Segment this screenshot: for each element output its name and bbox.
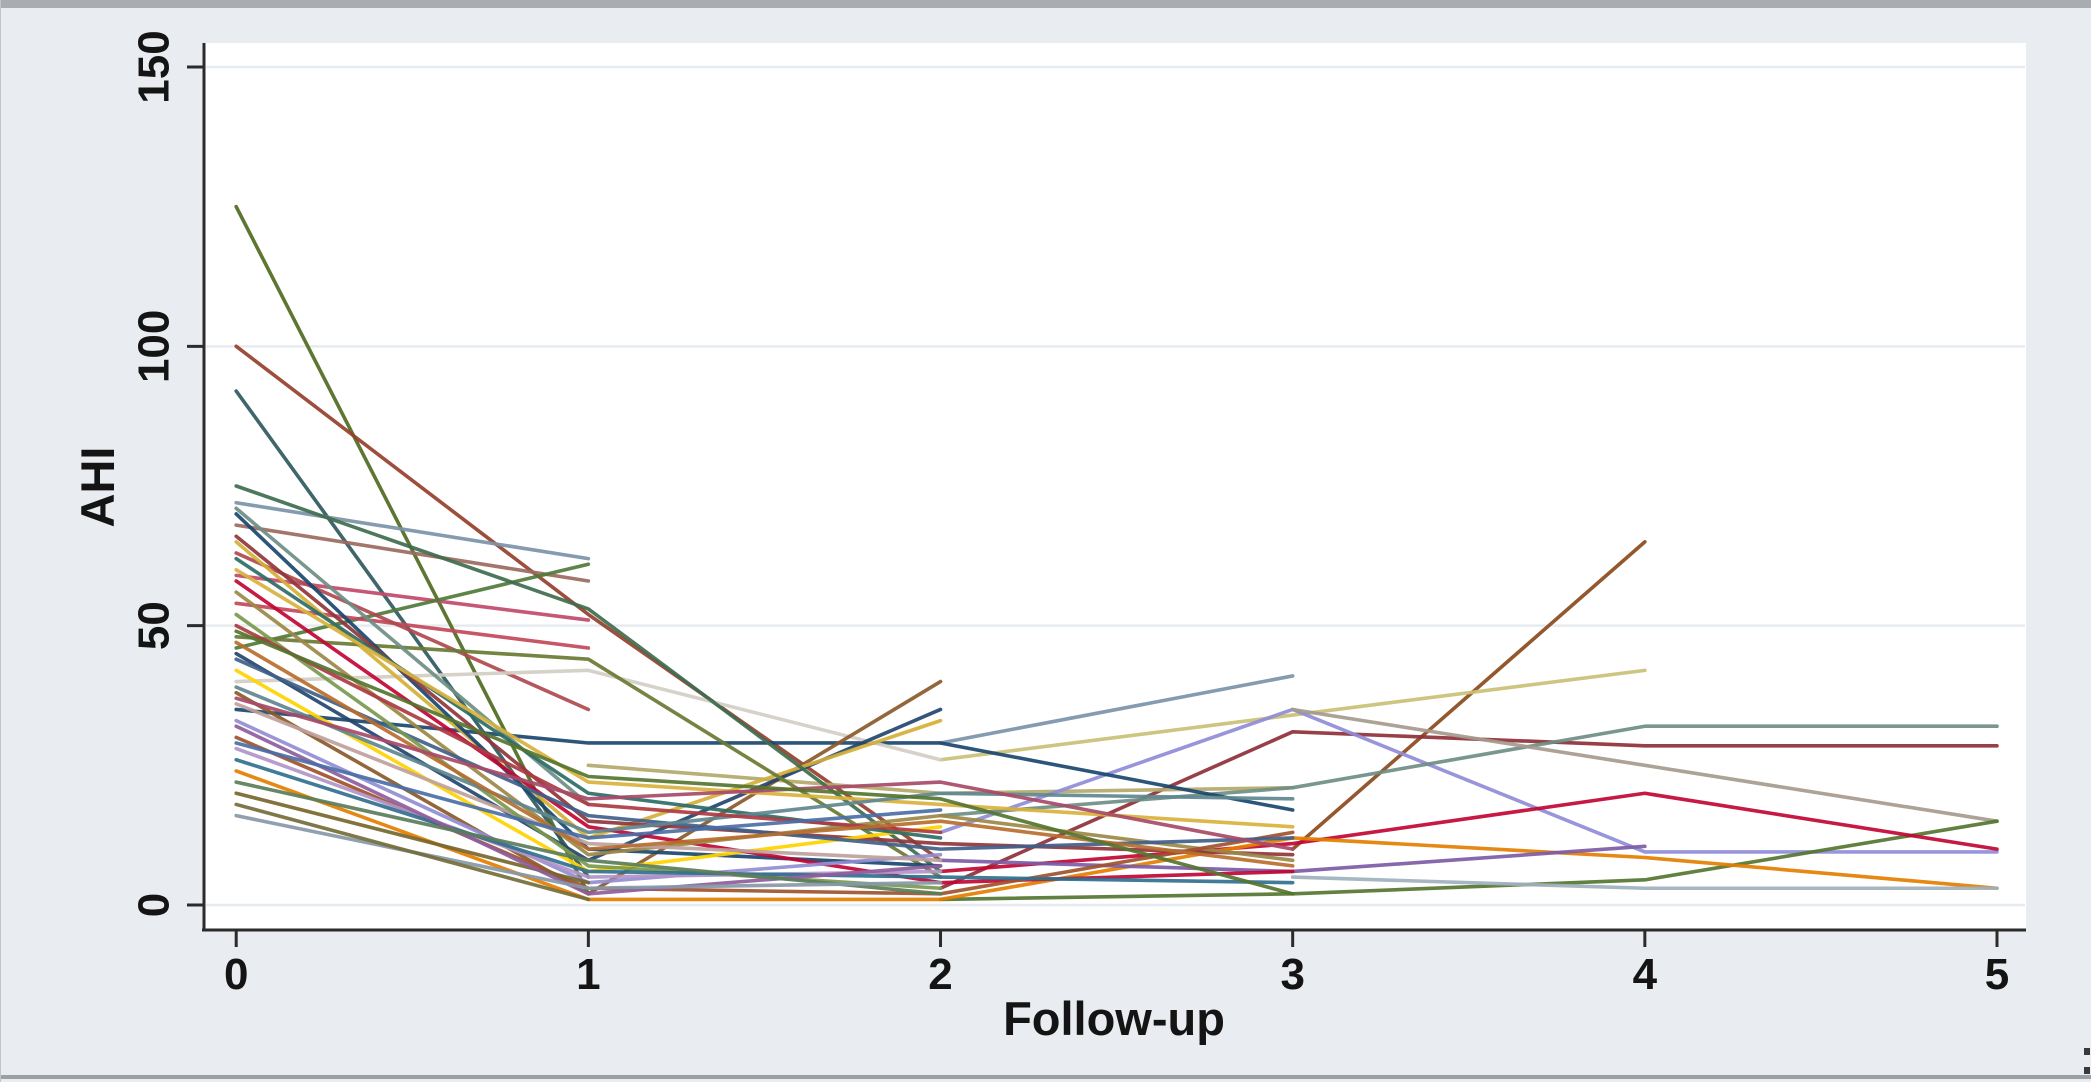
x-ticks bbox=[234, 930, 1999, 947]
series-line-p54 bbox=[234, 802, 591, 902]
series-line-p13 bbox=[938, 791, 1999, 874]
series-line-p22 bbox=[234, 601, 591, 650]
series-line-p55 bbox=[234, 629, 1295, 896]
x-tick-labels: 0 1 2 3 4 5 bbox=[224, 950, 2009, 999]
series-line-p53 bbox=[234, 741, 943, 840]
series-line-p45 bbox=[234, 623, 943, 835]
series-line-p50 bbox=[234, 640, 1295, 868]
x-tick-label: 0 bbox=[224, 950, 248, 999]
patient-lines bbox=[234, 204, 1999, 902]
series-line-p41 bbox=[234, 612, 943, 891]
x-tick-label: 4 bbox=[1633, 950, 1658, 999]
y-tick-label: 0 bbox=[129, 893, 178, 917]
series-line-p07 bbox=[938, 674, 1295, 745]
series-line-p48 bbox=[234, 724, 943, 896]
series-line-p11 bbox=[1290, 707, 1999, 823]
series-line-p49 bbox=[234, 780, 943, 896]
x-tick-label: 2 bbox=[928, 950, 952, 999]
series-line-p29 bbox=[234, 635, 943, 879]
series-line-p06 bbox=[938, 668, 1647, 762]
series-line-p10 bbox=[938, 724, 1999, 818]
y-tick-label: 50 bbox=[129, 601, 178, 650]
y-tick-label: 150 bbox=[129, 30, 178, 103]
x-tick-label: 1 bbox=[576, 950, 600, 999]
series-line-p46 bbox=[234, 757, 1295, 885]
series-line-p23 bbox=[234, 551, 591, 712]
series-line-p14 bbox=[234, 769, 1999, 902]
series-line-p51 bbox=[234, 813, 943, 891]
series-line-p16 bbox=[234, 707, 1295, 812]
series-line-p28 bbox=[234, 484, 943, 874]
bottom-border-line bbox=[1, 1075, 2091, 1079]
y-ticks bbox=[187, 65, 204, 907]
top-border-bar bbox=[1, 0, 2091, 8]
series-line-p52 bbox=[234, 696, 1295, 851]
series-line-p01 bbox=[234, 204, 591, 896]
series-line-p18 bbox=[234, 500, 591, 561]
series-line-p19 bbox=[234, 523, 591, 583]
series-line-p42 bbox=[234, 746, 943, 879]
series-line-p12 bbox=[938, 819, 1999, 902]
y-tick-label: 100 bbox=[129, 310, 178, 383]
series-line-p02 bbox=[234, 344, 943, 863]
y-tick-labels: 0 50 100 150 bbox=[129, 30, 178, 917]
x-axis-title: Follow-up bbox=[1003, 992, 1225, 1045]
plot-area bbox=[204, 43, 2026, 930]
x-tick-label: 5 bbox=[1985, 950, 2009, 999]
series-line-p39 bbox=[234, 702, 943, 863]
axes bbox=[202, 43, 2026, 932]
y-axis-title: AHI bbox=[71, 447, 124, 528]
series-line-p03 bbox=[234, 389, 591, 879]
series-line-p15 bbox=[1290, 875, 1999, 891]
gridlines bbox=[206, 65, 2025, 907]
series-line-p04 bbox=[1290, 540, 1647, 851]
x-tick-label: 3 bbox=[1280, 950, 1304, 999]
series-line-p44 bbox=[234, 685, 1295, 835]
scan-artifact-colon bbox=[2084, 1048, 2090, 1074]
